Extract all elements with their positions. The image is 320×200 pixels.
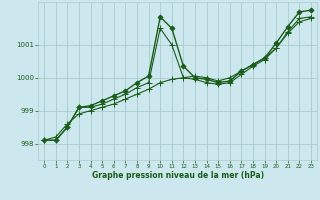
X-axis label: Graphe pression niveau de la mer (hPa): Graphe pression niveau de la mer (hPa) xyxy=(92,171,264,180)
